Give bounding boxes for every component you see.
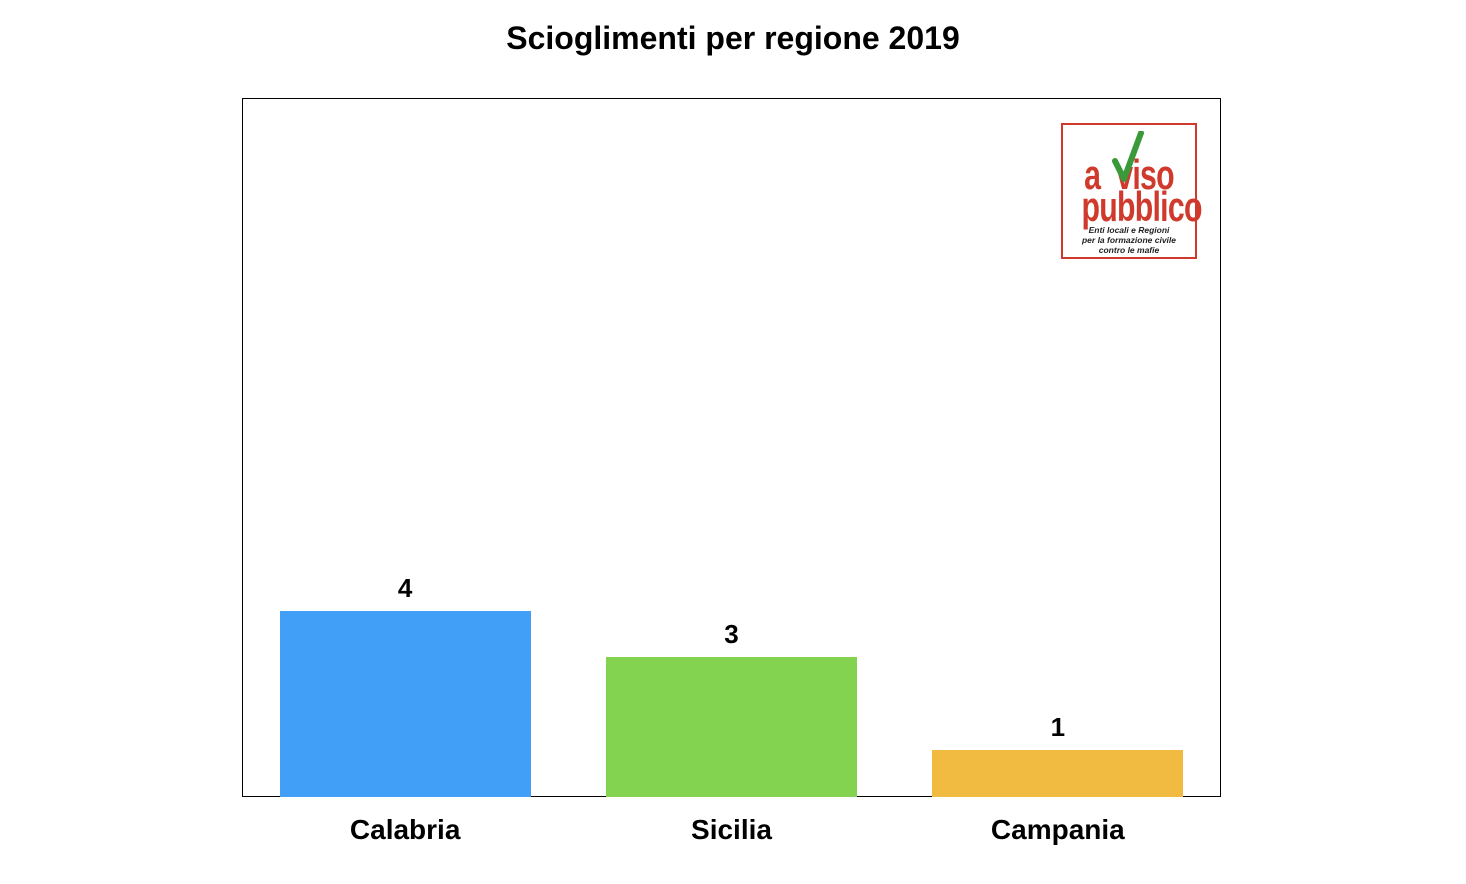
- bar-campania: [932, 750, 1184, 797]
- bar-calabria: [279, 610, 531, 797]
- bar-sicilia: [606, 657, 857, 797]
- x-tick-label: Calabria: [349, 814, 461, 845]
- check-icon: [1112, 131, 1144, 182]
- bar-value-label: 4: [397, 572, 413, 603]
- bar-value-label: 1: [1050, 712, 1066, 743]
- logo-tagline-1: Enti locali e Regioni: [1088, 225, 1170, 235]
- bar-value-label: 3: [724, 619, 739, 650]
- avviso-pubblico-logo: avviso pubblico Enti locali e Regioni pe…: [1061, 123, 1202, 259]
- plot-area: avviso pubblico Enti locali e Regioni pe…: [242, 98, 1221, 797]
- logo-tagline-3: contro le mafie: [1098, 245, 1160, 255]
- x-tick-label: Sicilia: [691, 814, 772, 845]
- logo-wordmark-bottom: pubblico: [1081, 183, 1202, 230]
- chart-title: Scioglimenti per regione 2019: [506, 20, 960, 56]
- x-tick-label: Campania: [990, 814, 1125, 845]
- logo-tagline-2: per la formazione civile: [1081, 235, 1176, 245]
